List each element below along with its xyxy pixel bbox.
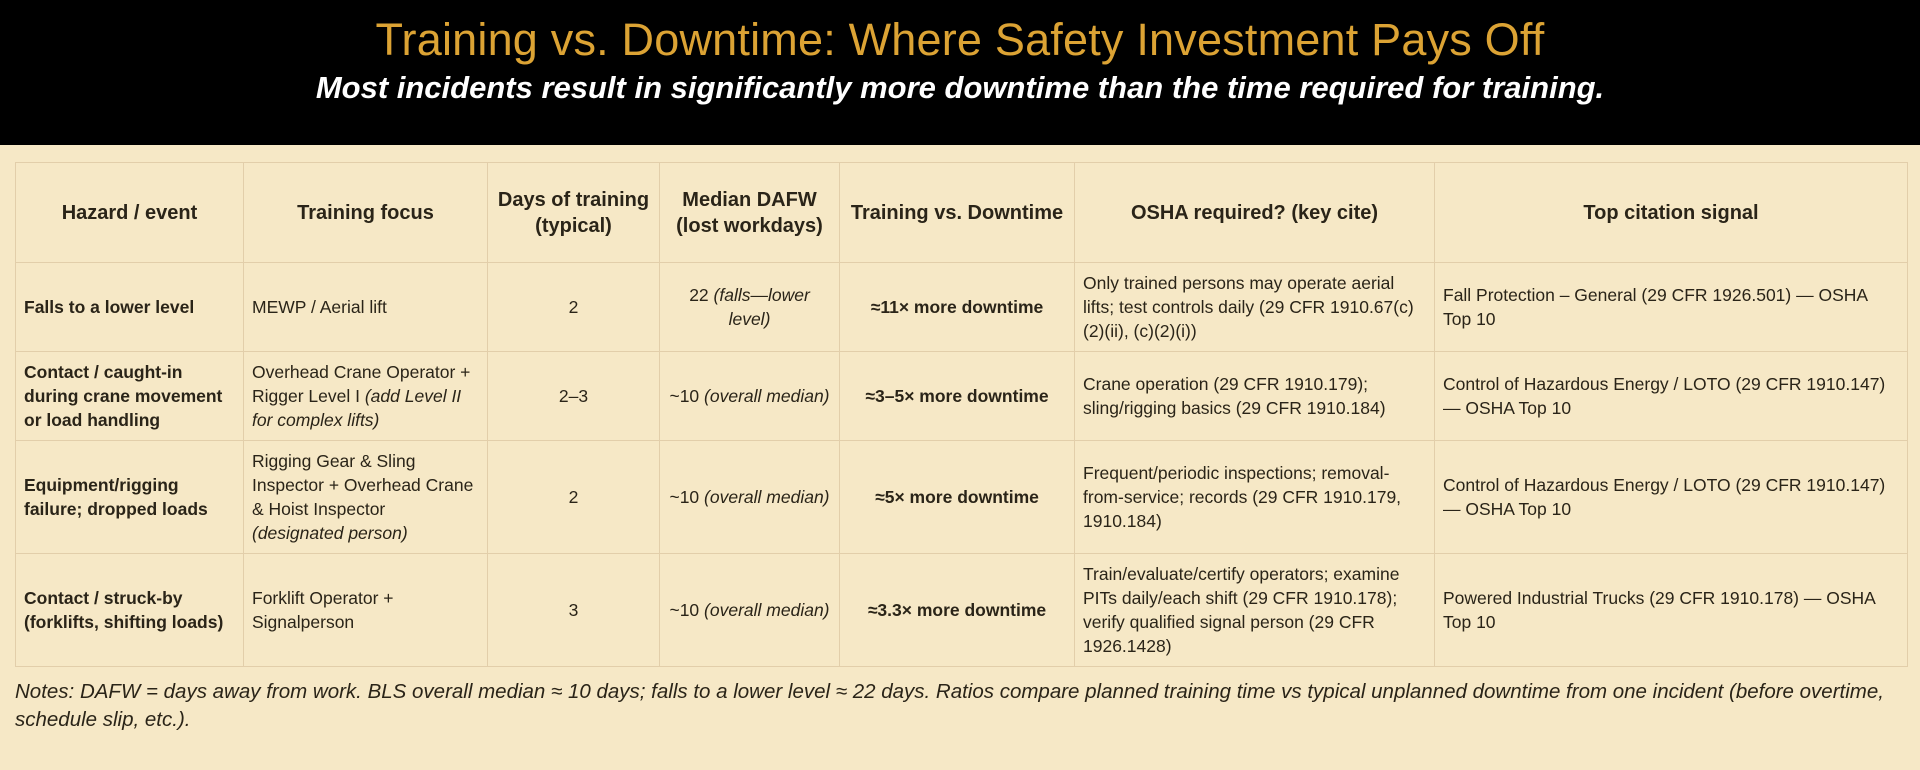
- dafw-cell: ~10 (overall median): [659, 440, 840, 554]
- column-header-top-citation: Top citation signal: [1434, 162, 1908, 263]
- dafw-value: ~10: [669, 386, 700, 406]
- page-title: Training vs. Downtime: Where Safety Inve…: [375, 14, 1545, 65]
- days-cell: 2–3: [487, 351, 660, 441]
- column-header-training-focus: Training focus: [243, 162, 488, 263]
- header-banner: Training vs. Downtime: Where Safety Inve…: [0, 0, 1920, 145]
- training-focus-cell: MEWP / Aerial lift: [243, 262, 488, 352]
- dafw-value: 22: [689, 285, 709, 305]
- dafw-cell: ~10 (overall median): [659, 553, 840, 667]
- table-row: Contact / caught-in during crane movemen…: [15, 351, 1908, 441]
- training-focus-text: Rigging Gear & Sling Inspector + Overhea…: [252, 451, 474, 519]
- days-cell: 2: [487, 440, 660, 554]
- days-cell: 2: [487, 262, 660, 352]
- osha-cell: Frequent/periodic inspections; removal-f…: [1074, 440, 1435, 554]
- training-focus-cell: Forklift Operator + Signalperson: [243, 553, 488, 667]
- dafw-note: (overall median): [704, 487, 830, 507]
- hazard-cell: Contact / struck-by (forklifts, shifting…: [15, 553, 244, 667]
- osha-cell: Crane operation (29 CFR 1910.179); sling…: [1074, 351, 1435, 441]
- citation-cell: Control of Hazardous Energy / LOTO (29 C…: [1434, 440, 1908, 554]
- osha-cell: Only trained persons may operate aerial …: [1074, 262, 1435, 352]
- ratio-cell: ≈3.3× more downtime: [839, 553, 1075, 667]
- ratio-cell: ≈11× more downtime: [839, 262, 1075, 352]
- column-header-hazard: Hazard / event: [15, 162, 244, 263]
- comparison-table: Hazard / event Training focus Days of tr…: [15, 162, 1908, 667]
- ratio-cell: ≈3–5× more downtime: [839, 351, 1075, 441]
- table-header-row: Hazard / event Training focus Days of tr…: [15, 162, 1908, 263]
- footnote: Notes: DAFW = days away from work. BLS o…: [15, 680, 1884, 731]
- dafw-note: (overall median): [704, 386, 830, 406]
- column-header-training-vs-downtime: Training vs. Downtime: [839, 162, 1075, 263]
- dafw-note: (overall median): [704, 600, 830, 620]
- table-row: Equipment/rigging failure; dropped loads…: [15, 440, 1908, 554]
- training-focus-text: Overhead Crane Operator + Rigger Level I: [252, 362, 471, 406]
- page-subtitle: Most incidents result in significantly m…: [315, 70, 1605, 105]
- citation-cell: Powered Industrial Trucks (29 CFR 1910.1…: [1434, 553, 1908, 667]
- table-row: Contact / struck-by (forklifts, shifting…: [15, 553, 1908, 667]
- column-header-days-training: Days of training (typical): [487, 162, 660, 263]
- training-focus-cell: Rigging Gear & Sling Inspector + Overhea…: [243, 440, 488, 554]
- days-cell: 3: [487, 553, 660, 667]
- training-focus-note: (add Level II for complex lifts): [252, 386, 462, 430]
- dafw-cell: 22 (falls—lower level): [659, 262, 840, 352]
- hazard-cell: Contact / caught-in during crane movemen…: [15, 351, 244, 441]
- dafw-value: ~10: [669, 487, 700, 507]
- training-focus-text: MEWP / Aerial lift: [252, 297, 387, 317]
- training-focus-cell: Overhead Crane Operator + Rigger Level I…: [243, 351, 488, 441]
- training-focus-note: (designated person): [252, 523, 408, 543]
- citation-cell: Control of Hazardous Energy / LOTO (29 C…: [1434, 351, 1908, 441]
- hazard-cell: Falls to a lower level: [15, 262, 244, 352]
- table-row: Falls to a lower level MEWP / Aerial lif…: [15, 262, 1908, 352]
- comparison-table-container: Hazard / event Training focus Days of tr…: [15, 162, 1908, 667]
- ratio-cell: ≈5× more downtime: [839, 440, 1075, 554]
- hazard-cell: Equipment/rigging failure; dropped loads: [15, 440, 244, 554]
- dafw-value: ~10: [669, 600, 700, 620]
- citation-cell: Fall Protection – General (29 CFR 1926.5…: [1434, 262, 1908, 352]
- osha-cell: Train/evaluate/certify operators; examin…: [1074, 553, 1435, 667]
- training-focus-text: Forklift Operator + Signalperson: [252, 588, 394, 632]
- dafw-note: (falls—lower level): [713, 285, 810, 329]
- column-header-median-dafw: Median DAFW (lost workdays): [659, 162, 840, 263]
- column-header-osha-required: OSHA required? (key cite): [1074, 162, 1435, 263]
- dafw-cell: ~10 (overall median): [659, 351, 840, 441]
